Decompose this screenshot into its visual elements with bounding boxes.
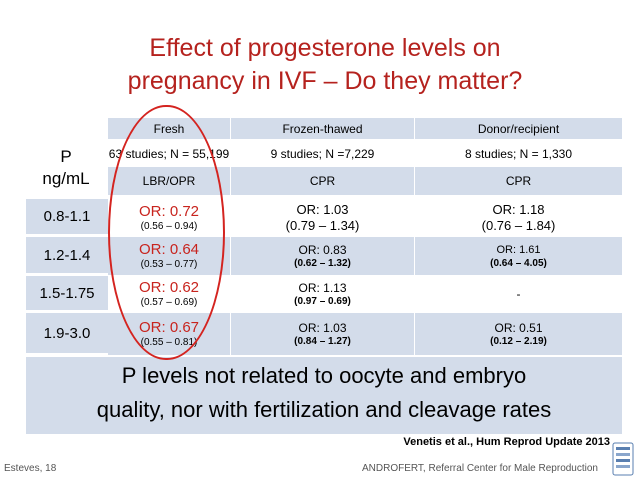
title-line-2: pregnancy in IVF – Do they matter?: [127, 67, 523, 95]
table-row-1-donor: OR: 1.18 (0.76 – 1.84): [415, 199, 622, 236]
row-label-text: 1.9-3.0: [43, 324, 91, 342]
confidence-interval: (0.53 – 0.77): [140, 259, 198, 270]
table-row-2-donor: OR: 1.61 (0.64 – 4.05): [415, 237, 622, 275]
slide-title: Effect of progesterone levels on pregnan…: [60, 32, 590, 98]
table-row-2-fresh: OR: 0.64 (0.53 – 0.77): [108, 237, 230, 275]
odds-ratio: OR: 1.18: [492, 201, 545, 217]
odds-ratio: OR: 1.03: [298, 320, 347, 335]
table-row-4-frozen: OR: 1.03 (0.84 – 1.27): [231, 313, 414, 355]
col-header-donor: Donor/recipient: [415, 118, 622, 140]
confidence-interval: (0.84 – 1.27): [294, 335, 351, 347]
table-row-4-donor: OR: 0.51 (0.12 – 2.19): [415, 313, 622, 355]
row-label-1: 0.8-1.1: [26, 199, 108, 236]
odds-ratio: OR: 1.61: [496, 243, 541, 256]
odds-ratio: OR: 0.51: [494, 320, 543, 335]
title-line-1: Effect of progesterone levels on: [149, 34, 501, 62]
confidence-interval: (0.79 – 1.34): [285, 217, 360, 233]
p-unit-label: P ng/mL: [25, 146, 107, 196]
conclusion-line-1: P levels not related to oocyte and embry…: [121, 363, 527, 388]
confidence-interval: (0.76 – 1.84): [481, 217, 556, 233]
studies-frozen-text: 9 studies; N =7,229: [270, 146, 375, 161]
odds-ratio: OR: 0.62: [138, 279, 200, 296]
odds-ratio: OR: 0.64: [138, 241, 200, 258]
conclusion-box: [26, 357, 622, 434]
outcome-donor: CPR: [415, 167, 622, 195]
row-label-3: 1.5-1.75: [26, 276, 108, 312]
table-row-2-frozen: OR: 0.83 (0.62 – 1.32): [231, 237, 414, 275]
confidence-interval: (0.12 – 2.19): [490, 335, 547, 347]
row-label-2: 1.2-1.4: [26, 237, 108, 275]
table-row-1-frozen: OR: 1.03 (0.79 – 1.34): [231, 199, 414, 236]
col-header-frozen: Frozen-thawed: [231, 118, 414, 140]
highlight-oval: [108, 105, 225, 360]
confidence-interval: (0.56 – 0.94): [140, 220, 198, 232]
odds-ratio: OR: 1.13: [298, 280, 347, 295]
table-row-3-donor: -: [415, 276, 622, 312]
reference-citation: Venetis et al., Hum Reprod Update 2013: [403, 436, 610, 448]
odds-ratio: OR: 0.72: [138, 202, 200, 220]
outcome-donor-text: CPR: [505, 174, 532, 188]
p-label: P: [60, 147, 72, 166]
conclusion-text: P levels not related to oocyte and embry…: [26, 359, 622, 427]
footer-institution: ANDROFERT, Referral Center for Male Repr…: [361, 463, 598, 474]
conclusion-line-2: quality, nor with fertilization and clea…: [96, 397, 552, 422]
odds-ratio: -: [516, 287, 521, 301]
row-label-text: 1.2-1.4: [43, 246, 91, 264]
confidence-interval: (0.62 – 1.32): [294, 257, 351, 269]
confidence-interval: (0.97 – 0.69): [294, 295, 351, 307]
androfert-logo-icon: [612, 442, 634, 476]
row-label-text: 0.8-1.1: [43, 208, 91, 225]
table-row-1-fresh: OR: 0.72 (0.56 – 0.94): [108, 199, 230, 236]
outcome-fresh: LBR/OPR: [108, 167, 230, 195]
confidence-interval: (0.64 – 4.05): [490, 257, 547, 269]
odds-ratio: OR: 1.03: [296, 201, 349, 217]
outcome-frozen: CPR: [231, 167, 414, 195]
outcome-fresh-text: LBR/OPR: [142, 174, 196, 188]
odds-ratio: OR: 0.83: [298, 242, 347, 257]
row-label-text: 1.5-1.75: [39, 284, 95, 302]
footer-author: Esteves, 18: [4, 463, 57, 474]
table-row-3-frozen: OR: 1.13 (0.97 – 0.69): [231, 276, 414, 312]
studies-donor: 8 studies; N = 1,330: [415, 141, 622, 166]
row-label-4: 1.9-3.0: [26, 313, 108, 355]
studies-donor-text: 8 studies; N = 1,330: [464, 146, 573, 161]
studies-frozen: 9 studies; N =7,229: [231, 141, 414, 166]
col-name-frozen: Frozen-thawed: [282, 121, 363, 136]
outcome-frozen-text: CPR: [309, 174, 336, 188]
col-name-donor: Donor/recipient: [477, 121, 560, 136]
unit-label: ng/mL: [42, 169, 90, 188]
